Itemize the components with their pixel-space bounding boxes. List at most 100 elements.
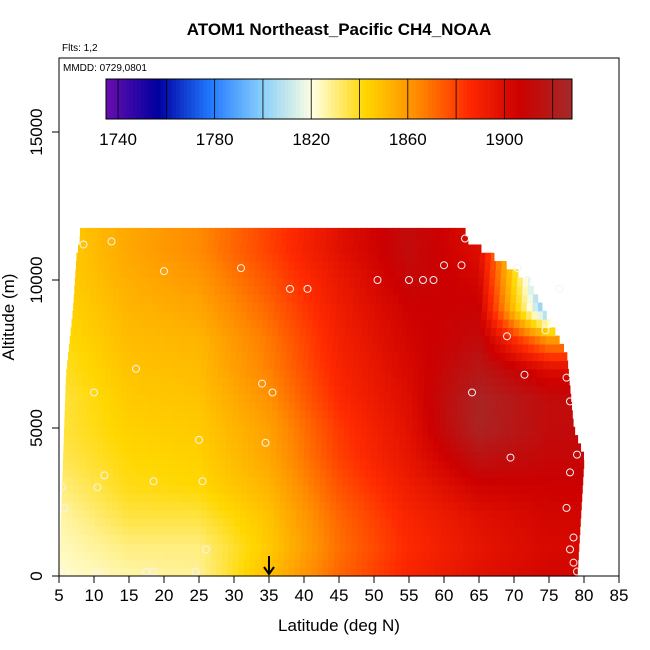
heatmap-cell	[159, 418, 166, 428]
heatmap-cell	[456, 335, 463, 345]
heatmap-cell	[337, 468, 344, 478]
heatmap-cell	[255, 261, 262, 270]
heatmap-cell	[283, 551, 290, 561]
heatmap-cell	[496, 401, 503, 411]
heatmap-cell	[162, 501, 169, 511]
heatmap-cell	[238, 327, 245, 337]
heatmap-cell	[148, 567, 155, 577]
heatmap-cell	[89, 310, 96, 320]
heatmap-cell	[517, 443, 524, 453]
heatmap-cell	[324, 509, 331, 519]
chart-title: ATOM1 Northeast_Pacific CH4_NOAA	[187, 20, 492, 39]
heatmap-cell	[125, 277, 132, 287]
heatmap-cell	[575, 534, 580, 544]
heatmap-cell	[82, 542, 89, 552]
heatmap-cell	[466, 443, 473, 453]
heatmap-cell	[149, 551, 156, 561]
heatmap-cell	[507, 559, 514, 569]
heatmap-cell	[480, 319, 487, 328]
heatmap-cell	[518, 327, 525, 337]
heatmap-cell	[427, 435, 434, 444]
heatmap-cell	[439, 418, 446, 428]
heatmap-cell	[442, 360, 449, 370]
heatmap-cell	[456, 401, 464, 411]
heatmap-cell	[291, 501, 298, 511]
heatmap-cell	[175, 451, 182, 461]
heatmap-cell	[515, 493, 522, 503]
heatmap-cell	[558, 385, 565, 395]
heatmap-cell	[220, 426, 228, 436]
heatmap-cell	[463, 368, 470, 378]
heatmap-cell	[541, 393, 548, 403]
heatmap-cell	[416, 443, 423, 453]
heatmap-cell	[191, 451, 199, 461]
heatmap-cell	[147, 451, 154, 461]
heatmap-cell	[384, 401, 391, 411]
heatmap-cell	[482, 352, 489, 362]
heatmap-cell	[125, 269, 132, 279]
heatmap-cell	[482, 294, 489, 304]
heatmap-cell	[524, 327, 531, 337]
heatmap-cell	[172, 534, 179, 544]
heatmap-cell	[437, 294, 444, 304]
heatmap-cell	[447, 517, 454, 527]
heatmap-cell	[359, 285, 367, 295]
heatmap-cell	[318, 310, 326, 320]
heatmap-cell	[451, 401, 458, 411]
heatmap-cell	[576, 501, 582, 511]
heatmap-cell	[440, 401, 447, 411]
heatmap-cell	[519, 319, 526, 328]
heatmap-cell	[317, 327, 324, 337]
heatmap-cell	[206, 517, 213, 527]
heatmap-cell	[429, 534, 437, 544]
heatmap-cell	[85, 468, 92, 478]
heatmap-cell	[531, 517, 538, 527]
heatmap-cell	[363, 517, 370, 527]
colorbar-segment	[377, 79, 383, 119]
heatmap-cell	[65, 393, 72, 403]
heatmap-cell	[490, 261, 497, 270]
heatmap-cell	[532, 484, 539, 494]
heatmap-cell	[204, 567, 211, 577]
heatmap-cell	[274, 501, 281, 511]
heatmap-cell	[464, 310, 471, 320]
heatmap-cell	[568, 410, 573, 420]
heatmap-cell	[93, 327, 100, 337]
heatmap-cell	[348, 294, 355, 304]
heatmap-cell	[243, 335, 250, 345]
heatmap-cell	[132, 327, 139, 337]
heatmap-cell	[203, 285, 210, 295]
heatmap-cell	[465, 302, 472, 312]
heatmap-cell	[363, 310, 370, 320]
heatmap-cell	[74, 459, 81, 469]
heatmap-cell	[271, 567, 279, 577]
heatmap-cell	[466, 459, 473, 469]
heatmap-cell	[177, 551, 184, 561]
heatmap-cell	[270, 451, 277, 461]
heatmap-cell	[434, 559, 441, 569]
heatmap-cell	[511, 343, 518, 353]
heatmap-cell	[295, 526, 302, 536]
heatmap-cell	[131, 269, 138, 279]
heatmap-cell	[217, 517, 224, 527]
heatmap-cell	[105, 534, 112, 544]
heatmap-cell	[212, 360, 219, 370]
heatmap-cell	[490, 567, 497, 577]
heatmap-cell	[227, 252, 234, 262]
y-tick-label: 5000	[27, 409, 46, 447]
heatmap-cell	[165, 559, 173, 569]
heatmap-cell	[559, 509, 566, 519]
heatmap-cell	[193, 559, 201, 569]
heatmap-cell	[312, 368, 319, 378]
heatmap-cell	[207, 484, 214, 494]
heatmap-cell	[130, 459, 137, 469]
heatmap-cell	[347, 493, 354, 503]
heatmap-cell	[486, 526, 493, 536]
heatmap-cell	[210, 401, 217, 411]
heatmap-cell	[390, 368, 398, 378]
heatmap-cell	[440, 542, 448, 552]
heatmap-cell	[212, 501, 219, 511]
heatmap-cell	[212, 310, 219, 320]
heatmap-cell	[130, 277, 138, 287]
heatmap-cell	[453, 509, 460, 519]
